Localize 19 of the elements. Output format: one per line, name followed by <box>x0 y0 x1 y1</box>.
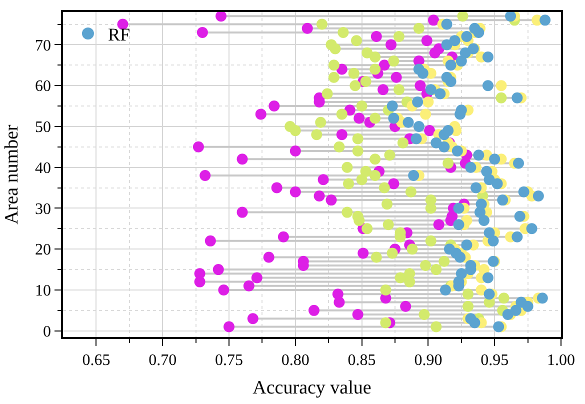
x-tick-label: 0.80 <box>281 352 310 369</box>
y-tick-label: 50 <box>35 119 52 136</box>
x-tick-label: 0.95 <box>480 352 509 369</box>
y-tick-label: 0 <box>43 323 52 340</box>
legend-label: RF <box>108 24 130 44</box>
x-tick-label: 1.00 <box>547 352 575 369</box>
x-tick-label: 0.85 <box>348 352 376 369</box>
x-tick-label: 0.90 <box>414 352 442 369</box>
y-tick-label: 70 <box>35 37 52 54</box>
y-tick-label: 40 <box>35 160 52 177</box>
y-tick-label: 30 <box>35 200 52 218</box>
x-tick-label: 0.70 <box>148 352 177 369</box>
y-tick-label: 60 <box>35 78 52 96</box>
x-axis-title: Accuracy value <box>252 377 372 398</box>
y-tick-label: 20 <box>35 242 52 259</box>
x-tick-label: 0.65 <box>82 352 110 369</box>
y-tick-label: 10 <box>35 282 52 300</box>
x-tick-label: 0.75 <box>215 352 243 369</box>
y-axis-title: Area number <box>1 124 22 224</box>
